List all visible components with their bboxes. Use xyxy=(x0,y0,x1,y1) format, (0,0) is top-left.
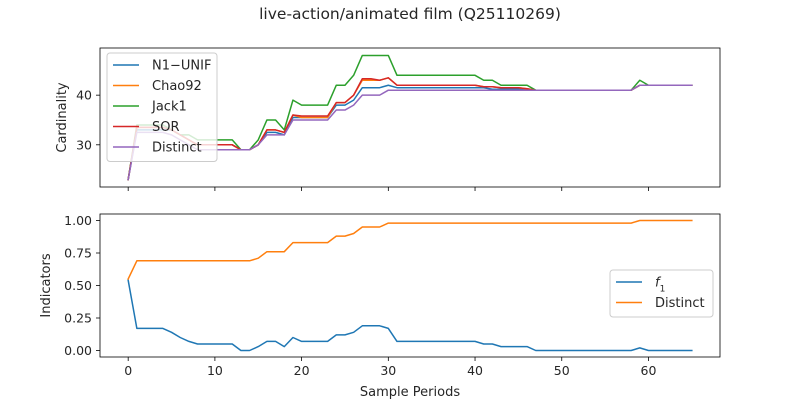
y-tick-label: 0.75 xyxy=(64,246,92,261)
x-tick-label: 10 xyxy=(207,363,223,378)
plot-area xyxy=(127,54,693,181)
legend-label-distinct: Distinct xyxy=(152,141,202,156)
y-tick-label: 0.25 xyxy=(64,311,92,326)
x-tick-label: 50 xyxy=(554,363,570,378)
legend-label-jack1: Jack1 xyxy=(151,100,187,115)
x-tick-label: 0 xyxy=(124,363,132,378)
y-axis-label: Indicators xyxy=(39,253,54,317)
series-line-distinct xyxy=(127,84,693,181)
legend-label-sor: SOR xyxy=(152,120,180,135)
x-tick-label: 60 xyxy=(641,363,657,378)
x-axis-label: Sample Periods xyxy=(360,385,460,400)
legend-label-n1-unif: N1−UNIF xyxy=(152,59,211,74)
figure-title: live-action/animated film (Q25110269) xyxy=(259,5,561,23)
y-tick-label: 0.50 xyxy=(64,278,92,293)
x-tick-label: 30 xyxy=(380,363,396,378)
cardinality-panel: 30 40 Cardinality N1−UNIF Chao92 Jack1 SOR Dist… xyxy=(55,47,721,191)
x-tick-label: 40 xyxy=(467,363,483,378)
axes-frame xyxy=(99,47,721,188)
series-line-f1 xyxy=(127,279,693,352)
legend-label-f1: f1 xyxy=(655,276,665,295)
legend-label-chao92: Chao92 xyxy=(152,79,202,94)
y-tick-label: 0.00 xyxy=(64,343,92,358)
series-line-distinct xyxy=(127,219,693,280)
legend-label-distinct: Distinct xyxy=(655,296,705,311)
y-tick-label: 30 xyxy=(76,137,92,152)
x-tick-label: 20 xyxy=(294,363,310,378)
y-axis-label: Cardinality xyxy=(55,82,70,153)
legend-box xyxy=(106,52,218,162)
y-tick-label: 1.00 xyxy=(64,213,92,228)
indicators-panel: 0 10 20 30 40 50 60 0.00 0.25 0.50 0.75 1.00 Indicat… xyxy=(39,213,721,400)
y-tick-label: 40 xyxy=(76,88,92,103)
legend: N1−UNIF Chao92 Jack1 SOR Distinct xyxy=(106,52,218,162)
plot-area xyxy=(127,219,693,352)
